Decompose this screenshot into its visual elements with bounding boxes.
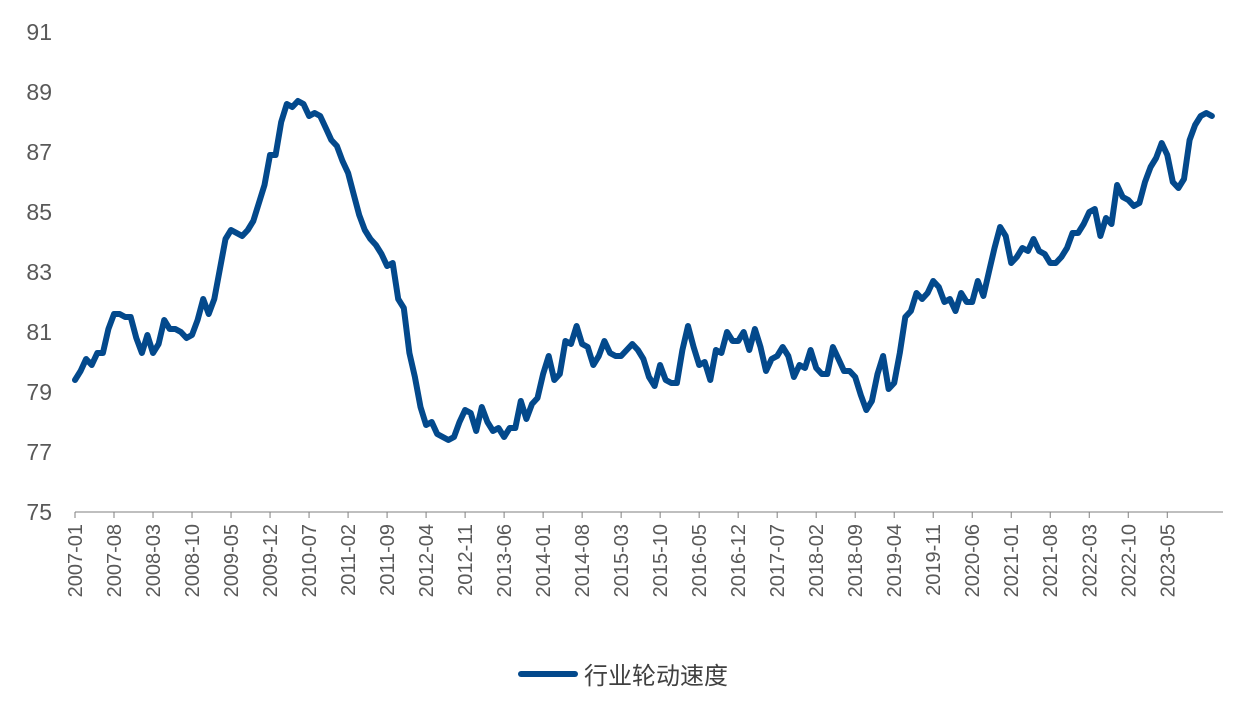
x-tick-label: 2016-05	[689, 524, 711, 597]
y-axis-tick-labels: 75 77 79 81 83 85 87 89 91	[26, 19, 52, 525]
x-tick-label: 2012-04	[416, 524, 438, 597]
x-tick-label: 2020-06	[962, 524, 984, 597]
y-tick-label: 87	[26, 139, 52, 165]
x-tick-label: 2014-01	[533, 524, 555, 597]
x-tick-label: 2016-12	[728, 524, 750, 597]
x-tick-label: 2022-10	[1118, 524, 1140, 597]
x-tick-label: 2009-05	[221, 524, 243, 597]
legend-label: 行业轮动速度	[584, 663, 728, 690]
y-tick-label: 89	[26, 79, 52, 105]
x-tick-label: 2019-11	[923, 524, 945, 596]
x-tick-label: 2019-04	[884, 524, 906, 597]
x-tick-label: 2015-03	[611, 524, 633, 597]
x-tick-label: 2007-08	[104, 524, 126, 597]
x-tick-label: 2013-06	[494, 524, 516, 597]
y-tick-label: 75	[26, 499, 52, 525]
x-tick-label: 2021-01	[1001, 524, 1023, 597]
x-tick-label: 2012-11	[455, 524, 477, 596]
x-tick-label: 2011-09	[377, 524, 399, 596]
x-tick-label: 2011-02	[338, 524, 360, 596]
x-tick-label: 2015-10	[650, 524, 672, 597]
legend: 行业轮动速度	[518, 656, 728, 691]
x-tick-label: 2008-10	[182, 524, 204, 597]
x-tick-label: 2022-03	[1079, 524, 1101, 597]
series-line-industry-rotation-speed	[72, 98, 1215, 443]
x-axis-ticks: 2007-01 2007-08 2008-03 2008-10 2009-05 2009-…	[65, 512, 1179, 597]
y-tick-label: 81	[26, 319, 52, 345]
y-tick-label: 83	[26, 259, 52, 285]
x-tick-label: 2018-09	[845, 524, 867, 597]
x-tick-label: 2014-08	[572, 524, 594, 597]
x-tick-label: 2023-05	[1157, 524, 1179, 597]
y-tick-label: 91	[26, 19, 52, 45]
y-tick-label: 77	[26, 439, 52, 465]
x-tick-label: 2008-03	[143, 524, 165, 597]
x-tick-label: 2007-01	[65, 524, 87, 597]
y-tick-label: 79	[26, 379, 52, 405]
x-tick-label: 2009-12	[260, 524, 282, 597]
y-tick-label: 85	[26, 199, 52, 225]
x-tick-label: 2017-07	[767, 524, 789, 597]
x-tick-label: 2010-07	[299, 524, 321, 597]
x-tick-label: 2018-02	[806, 524, 828, 597]
legend-swatch	[518, 670, 578, 677]
x-tick-label: 2021-08	[1040, 524, 1062, 597]
